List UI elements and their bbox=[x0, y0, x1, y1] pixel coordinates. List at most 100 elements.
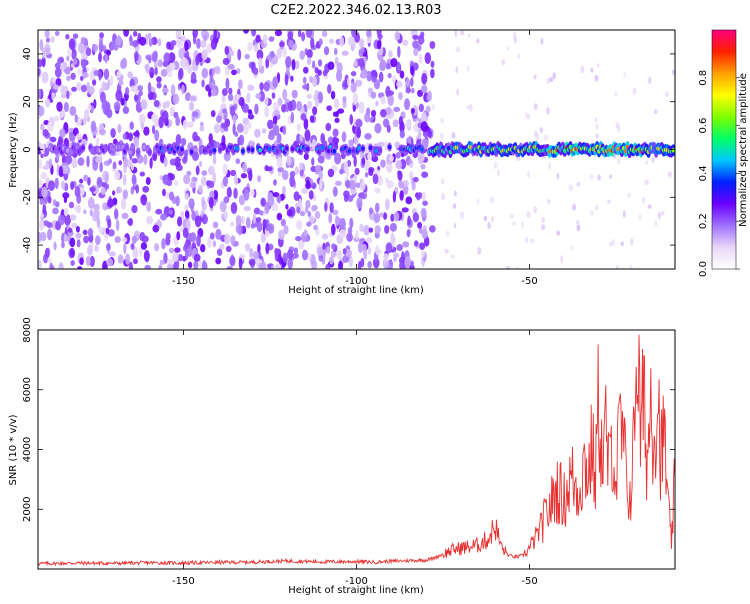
noise-speck bbox=[41, 71, 49, 84]
noise-speck bbox=[420, 31, 425, 38]
noise-speck bbox=[357, 57, 365, 67]
noise-speck bbox=[80, 84, 87, 93]
noise-speck bbox=[425, 105, 431, 113]
signal-band-cell bbox=[147, 149, 152, 155]
noise-speck bbox=[133, 258, 138, 265]
noise-speck bbox=[421, 171, 429, 178]
noise-speck bbox=[282, 185, 286, 196]
noise-speck bbox=[393, 106, 401, 112]
noise-speck bbox=[222, 57, 230, 66]
noise-speck bbox=[288, 100, 293, 112]
noise-speck bbox=[128, 132, 134, 142]
noise-speck bbox=[194, 215, 202, 228]
noise-speck bbox=[390, 232, 395, 243]
noise-speck bbox=[57, 57, 61, 69]
noise-speck bbox=[170, 173, 175, 181]
noise-speck bbox=[648, 76, 652, 84]
noise-speck bbox=[221, 213, 225, 221]
noise-speck bbox=[244, 243, 251, 252]
noise-speck bbox=[165, 100, 170, 109]
noise-speck bbox=[222, 163, 228, 176]
noise-speck bbox=[170, 84, 176, 96]
noise-speck bbox=[380, 96, 386, 105]
noise-speck bbox=[335, 180, 342, 186]
noise-speck bbox=[335, 69, 343, 82]
noise-speck bbox=[131, 173, 137, 185]
noise-speck bbox=[386, 106, 392, 116]
noise-speck bbox=[460, 211, 465, 219]
noise-speck bbox=[399, 70, 405, 79]
noise-speck bbox=[182, 119, 188, 130]
noise-speck bbox=[224, 45, 230, 56]
noise-speck bbox=[264, 203, 270, 215]
noise-speck bbox=[80, 36, 87, 44]
noise-speck bbox=[248, 169, 253, 182]
noise-speck bbox=[212, 171, 217, 184]
noise-speck bbox=[376, 30, 382, 37]
noise-speck bbox=[497, 169, 500, 177]
noise-speck bbox=[368, 167, 375, 174]
noise-speck bbox=[580, 65, 585, 74]
noise-speck bbox=[122, 174, 127, 186]
noise-speck bbox=[524, 236, 529, 244]
noise-speck bbox=[51, 90, 55, 101]
noise-speck bbox=[121, 212, 129, 220]
noise-speck bbox=[334, 98, 340, 109]
noise-speck bbox=[55, 201, 60, 208]
noise-speck bbox=[372, 173, 379, 185]
noise-speck bbox=[281, 104, 287, 113]
noise-speck bbox=[201, 67, 209, 79]
noise-speck bbox=[576, 220, 580, 225]
noise-speck bbox=[200, 121, 204, 127]
signal-band-cell bbox=[374, 148, 379, 154]
noise-speck bbox=[45, 37, 51, 43]
noise-speck bbox=[325, 122, 332, 132]
noise-speck bbox=[404, 98, 411, 111]
noise-speck bbox=[359, 181, 366, 191]
noise-speck bbox=[141, 199, 147, 206]
noise-speck bbox=[311, 75, 318, 88]
noise-speck bbox=[114, 170, 121, 181]
noise-speck bbox=[412, 40, 419, 49]
noise-speck bbox=[348, 255, 353, 268]
noise-speck bbox=[143, 154, 148, 166]
noise-speck bbox=[41, 186, 48, 198]
noise-speck bbox=[211, 67, 216, 76]
noise-speck bbox=[517, 53, 521, 60]
noise-speck bbox=[289, 175, 295, 188]
noise-speck bbox=[667, 171, 672, 178]
noise-speck bbox=[107, 229, 115, 237]
noise-speck bbox=[546, 77, 551, 84]
noise-speck bbox=[365, 237, 373, 244]
noise-speck bbox=[75, 225, 80, 233]
noise-speck bbox=[77, 68, 82, 75]
noise-speck bbox=[466, 65, 470, 73]
noise-speck bbox=[61, 154, 67, 165]
noise-speck bbox=[617, 124, 621, 133]
snr-y-tick-label: 4000 bbox=[22, 437, 33, 462]
noise-speck bbox=[81, 72, 89, 79]
noise-speck bbox=[232, 114, 237, 125]
noise-speck bbox=[40, 123, 45, 131]
noise-speck bbox=[60, 241, 65, 249]
noise-speck bbox=[70, 72, 76, 80]
noise-speck bbox=[248, 258, 256, 266]
noise-speck bbox=[100, 187, 106, 196]
noise-speck bbox=[230, 235, 236, 246]
noise-speck bbox=[386, 124, 391, 133]
noise-speck bbox=[305, 199, 311, 209]
signal-band-cell bbox=[321, 145, 325, 150]
noise-speck bbox=[165, 65, 171, 73]
noise-speck bbox=[233, 187, 238, 199]
noise-speck bbox=[214, 123, 221, 134]
noise-speck bbox=[395, 152, 401, 159]
noise-speck bbox=[416, 192, 421, 201]
noise-speck bbox=[272, 115, 278, 125]
noise-speck bbox=[272, 76, 279, 88]
noise-speck bbox=[137, 85, 144, 92]
noise-speck bbox=[151, 124, 156, 135]
noise-speck bbox=[238, 134, 245, 146]
noise-speck bbox=[509, 214, 514, 219]
noise-speck bbox=[52, 207, 59, 215]
noise-speck bbox=[191, 210, 196, 221]
